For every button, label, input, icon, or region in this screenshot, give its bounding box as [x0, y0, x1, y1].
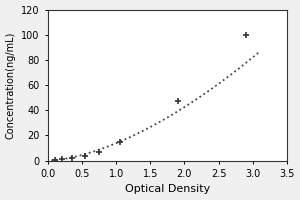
Y-axis label: Concentration(ng/mL): Concentration(ng/mL)	[6, 31, 16, 139]
X-axis label: Optical Density: Optical Density	[125, 184, 210, 194]
